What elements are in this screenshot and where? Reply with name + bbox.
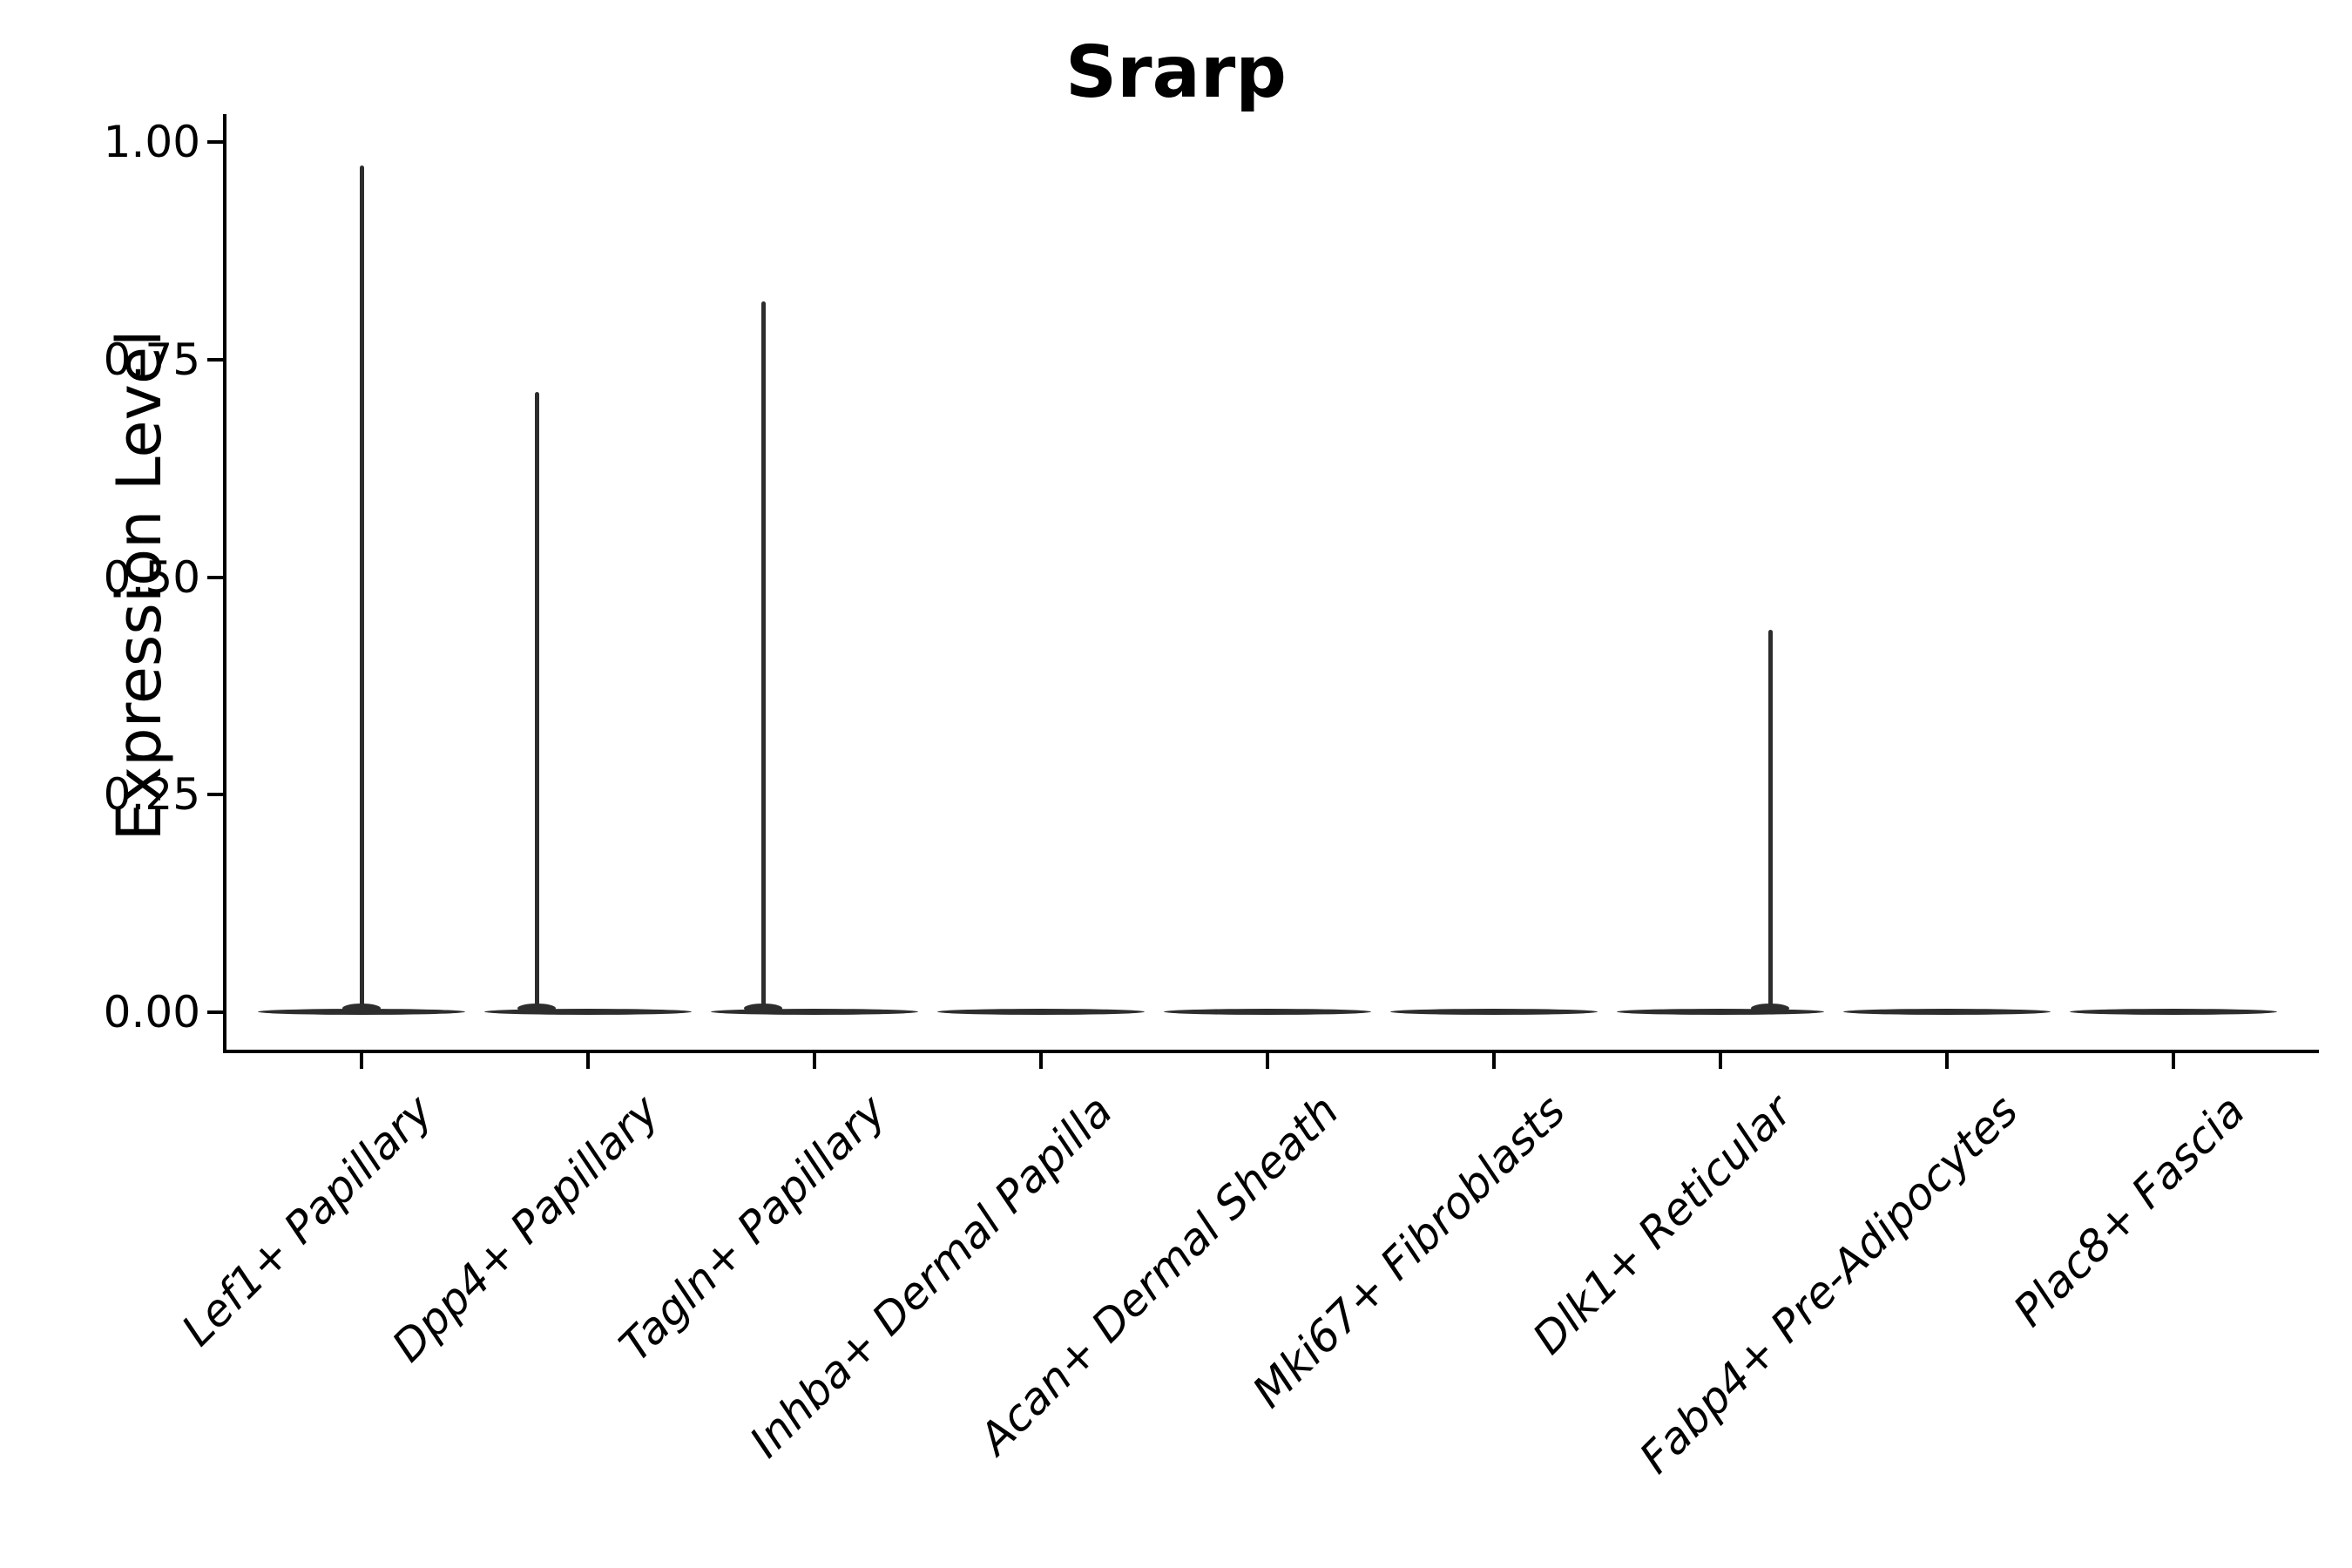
y-tick-label: 0.50 — [103, 551, 200, 603]
y-tick-mark — [207, 357, 223, 362]
violin-spike — [359, 165, 364, 1010]
violin-spike — [534, 391, 539, 1010]
x-tick-label: Inhba+ Dermal Papilla — [740, 1085, 1123, 1468]
violin-spike — [1767, 630, 1773, 1010]
y-tick-mark — [207, 793, 223, 797]
y-tick-label: 0.75 — [103, 334, 200, 385]
x-tick-label: Plac8+ Fascia — [2004, 1085, 2255, 1336]
violin-body — [711, 1009, 918, 1015]
y-tick-mark — [207, 1010, 223, 1014]
violin-spike — [760, 301, 766, 1010]
violin-body — [1164, 1009, 1371, 1015]
x-tick-mark — [813, 1053, 816, 1069]
x-tick-label: Fabp4+ Pre-Adipocytes — [1630, 1085, 2029, 1484]
x-axis-line — [223, 1050, 2319, 1053]
y-axis-line — [223, 114, 226, 1053]
x-tick-mark — [1039, 1053, 1043, 1069]
x-tick-mark — [2172, 1053, 2175, 1069]
x-tick-mark — [586, 1053, 590, 1069]
y-tick-mark — [207, 140, 223, 144]
plot-title: Srarp — [1065, 31, 1287, 114]
x-tick-mark — [1492, 1053, 1496, 1069]
violin-body — [1617, 1009, 1824, 1015]
y-tick-label: 1.00 — [103, 117, 200, 167]
y-tick-mark — [207, 575, 223, 579]
x-tick-mark — [1266, 1053, 1269, 1069]
violin-body — [1390, 1009, 1598, 1015]
y-tick-label: 0.25 — [103, 769, 200, 821]
x-tick-mark — [1945, 1053, 1949, 1069]
x-tick-mark — [360, 1053, 363, 1069]
violin-body — [937, 1009, 1145, 1015]
violin-body — [484, 1009, 692, 1015]
x-tick-label: Acan+ Dermal Sheath — [970, 1085, 1349, 1464]
violin-body — [2070, 1009, 2277, 1015]
x-tick-mark — [1719, 1053, 1722, 1069]
violin-body — [1843, 1009, 2051, 1015]
y-tick-label: 0.00 — [103, 987, 200, 1037]
